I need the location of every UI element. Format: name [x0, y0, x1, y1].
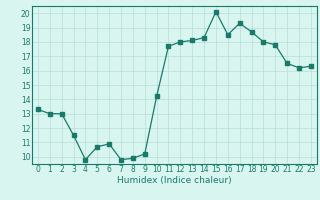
X-axis label: Humidex (Indice chaleur): Humidex (Indice chaleur) [117, 176, 232, 185]
